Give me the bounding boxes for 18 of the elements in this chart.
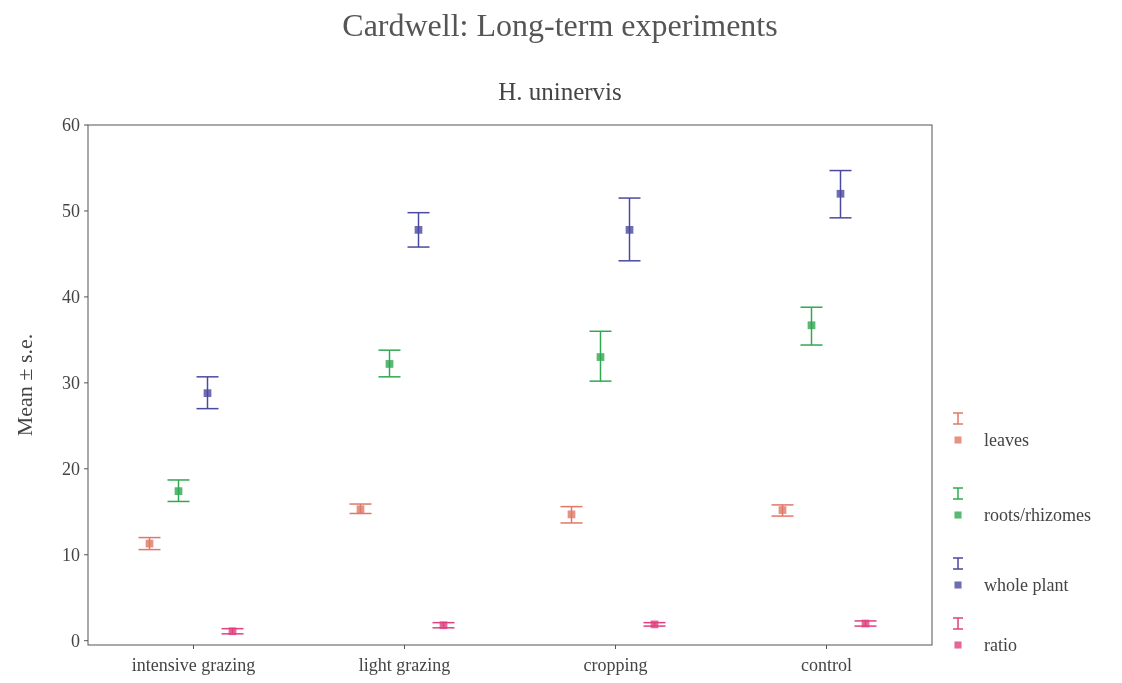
legend-label: ratio xyxy=(984,635,1017,656)
x-tick-label: control xyxy=(801,655,852,675)
legend-label: leaves xyxy=(984,430,1029,451)
x-tick-label: cropping xyxy=(583,655,648,675)
y-tick-label: 20 xyxy=(62,459,80,480)
y-tick-label: 40 xyxy=(62,287,80,308)
legend-label: roots/rhizomes xyxy=(984,505,1091,526)
y-tick-label: 0 xyxy=(71,631,80,651)
y-axis-title: Mean ± s.e. xyxy=(12,333,37,437)
chart-title: Cardwell: Long-term experiments xyxy=(342,7,778,43)
y-tick-label: 60 xyxy=(62,115,80,136)
x-tick-label: light grazing xyxy=(358,655,451,675)
chart-subtitle: H. uninervis xyxy=(498,78,622,105)
y-tick-label: 50 xyxy=(62,201,80,222)
x-tick-label: intensive grazing xyxy=(131,655,256,675)
legend-label: whole plant xyxy=(984,575,1069,596)
y-tick-label: 30 xyxy=(62,373,80,394)
y-tick-label: 10 xyxy=(62,545,80,566)
